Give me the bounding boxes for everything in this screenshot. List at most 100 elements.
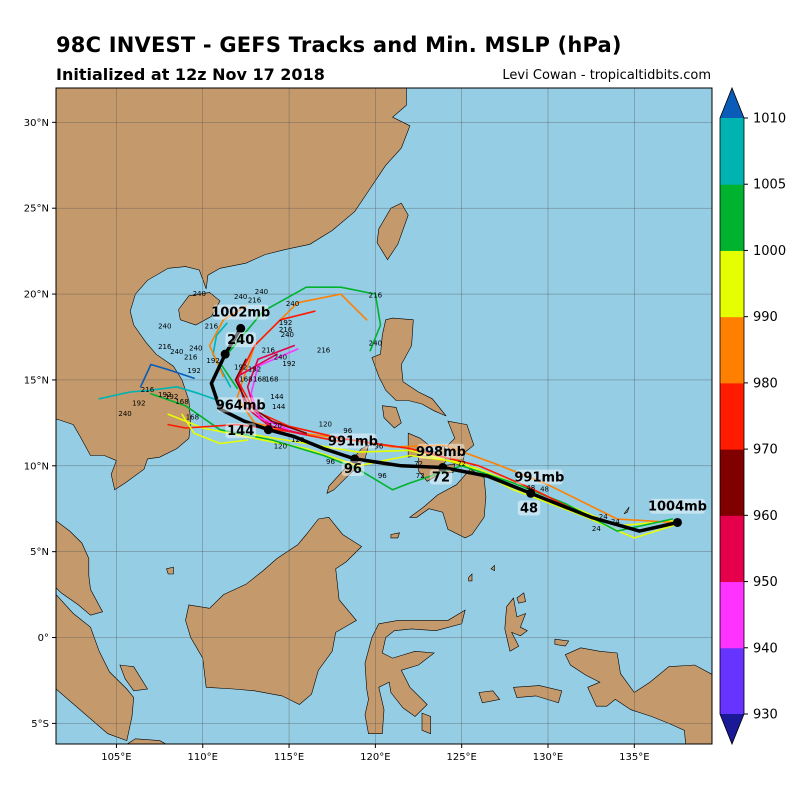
forecast-hour-label: 216 [184, 353, 198, 361]
y-tick-label: 0° [38, 633, 49, 644]
forecast-hour-label: 168 [253, 376, 266, 384]
forecast-hour-label: 72 [414, 460, 423, 468]
taiwan [376, 202, 409, 261]
y-tick-label: 25°N [24, 204, 49, 215]
hainan [178, 292, 221, 326]
colorbar-band [720, 316, 744, 384]
map-frame [55, 87, 713, 745]
ensemble-track [212, 322, 232, 388]
x-axis-ticks: 105°E 110°E 115°E 120°E 125°E 130°E 135°E [101, 744, 650, 763]
forecast-hour-label: 192 [282, 360, 295, 368]
forecast-hour-label: 192 [165, 393, 178, 401]
forecast-hour-label: 192 [248, 365, 261, 373]
misool-waigeo [554, 638, 570, 647]
annotation-box [225, 423, 257, 439]
forecast-hour-label: 120 [319, 420, 332, 428]
forecast-hour-label: 240 [286, 300, 299, 308]
y-tick-label: 15°N [24, 375, 49, 386]
colorbar-label: 960 [753, 509, 778, 524]
y-tick-label: 5°S [31, 719, 49, 730]
new-guinea [564, 647, 712, 744]
forecast-hour-label: 168 [186, 413, 199, 421]
colorbar-label: 1010 [753, 112, 786, 127]
forecast-hour-label: 216 [262, 346, 276, 354]
forecast-hour-label: 96 [378, 472, 387, 480]
mindoro [381, 405, 402, 429]
forecast-hour-label: 240 [369, 340, 382, 348]
colorbar-label: 970 [753, 443, 778, 458]
buru [478, 690, 501, 704]
forecast-hour-label: 216 [317, 346, 331, 354]
pressure-annotation: 240 [227, 333, 254, 348]
ensemble-track [181, 413, 249, 445]
forecast-hour-label: 240 [281, 331, 294, 339]
colorbar-band [720, 250, 744, 318]
annotation-box [225, 332, 257, 348]
pressure-annotation: 1004mb [648, 500, 707, 515]
ensemble-track [236, 293, 675, 524]
pressure-annotations: 1004mb991mb48998mb72991mb96964mb1441002m… [211, 304, 707, 516]
init-time-subtitle: Initialized at 12z Nov 17 2018 [56, 65, 325, 84]
colorbar-band [720, 647, 744, 715]
y-axis-ticks: 30°N 25°N 20°N 15°N 10°N 5°N 0° 5°S [24, 118, 56, 730]
madura [248, 756, 272, 761]
forecast-hour-label: 48 [540, 486, 549, 494]
forecast-hour-label: 192 [279, 319, 292, 327]
forecast-hour-label: 168 [175, 398, 188, 406]
sumbawa [308, 780, 358, 792]
forecast-hour-label: 168 [239, 376, 252, 384]
forecast-hour-label: 192 [234, 364, 247, 372]
annotation-box [417, 443, 465, 459]
pressure-colorbar: 930 940 950 960 970 980 990 1000 1005 1010 [719, 86, 786, 746]
forecast-hour-label: 192 [132, 400, 145, 408]
colorbar-label: 1005 [753, 178, 786, 193]
forecast-hour-label: 24 [599, 513, 608, 521]
y-tick-label: 20°N [24, 290, 49, 301]
ensemble-track [246, 344, 308, 436]
annotation-box [329, 433, 377, 449]
forecast-hour-label: 96 [343, 427, 352, 435]
annotation-box [341, 460, 365, 476]
pressure-annotation: 96 [344, 462, 362, 477]
colorbar-band [720, 515, 744, 583]
ensemble-track [208, 305, 247, 378]
forecast-hour-label: 24 [592, 525, 601, 533]
colorbar-label: 990 [753, 310, 778, 325]
y-tick-label: 5°N [30, 547, 49, 558]
colorbar-min-extension [720, 714, 744, 744]
x-tick-label: 105°E [101, 752, 131, 763]
natuna [166, 566, 174, 575]
sangihe [468, 573, 473, 582]
mindanao [408, 468, 487, 539]
colorbar-band [720, 118, 744, 185]
forecast-hour-label: 216 [248, 297, 262, 305]
forecast-hour-label: 72 [457, 460, 466, 468]
forecast-hour-label: 24 [611, 518, 620, 526]
forecast-hour-label: 192 [158, 391, 171, 399]
x-tick-label: 125°E [446, 752, 476, 763]
sulu-jolo [390, 532, 400, 539]
annotation-box [515, 469, 563, 485]
forecast-hour-label: 240 [274, 353, 287, 361]
forecast-hour-label: 240 [193, 290, 206, 298]
forecast-hour-label: 192 [206, 357, 219, 365]
x-tick-label: 115°E [274, 752, 304, 763]
mean-track-marker [526, 488, 536, 498]
morotai [516, 592, 526, 604]
ensemble-track [150, 392, 674, 532]
pressure-annotation: 991mb [328, 434, 378, 449]
forecast-hour-label: 120 [274, 443, 287, 451]
colorbar-label: 930 [753, 708, 778, 723]
landmasses [56, 88, 712, 792]
colorbar-max-extension [720, 88, 744, 118]
flores [370, 778, 425, 790]
forecast-hour-label: 144 [270, 393, 284, 401]
luzon [371, 317, 447, 417]
colorbar-label: 950 [753, 575, 778, 590]
colorbar-band [720, 382, 744, 450]
forecast-hour-label: 216 [369, 292, 383, 300]
palau [623, 506, 630, 515]
colorbar-label: 980 [753, 376, 778, 391]
forecast-hour-label: 240 [170, 348, 183, 356]
